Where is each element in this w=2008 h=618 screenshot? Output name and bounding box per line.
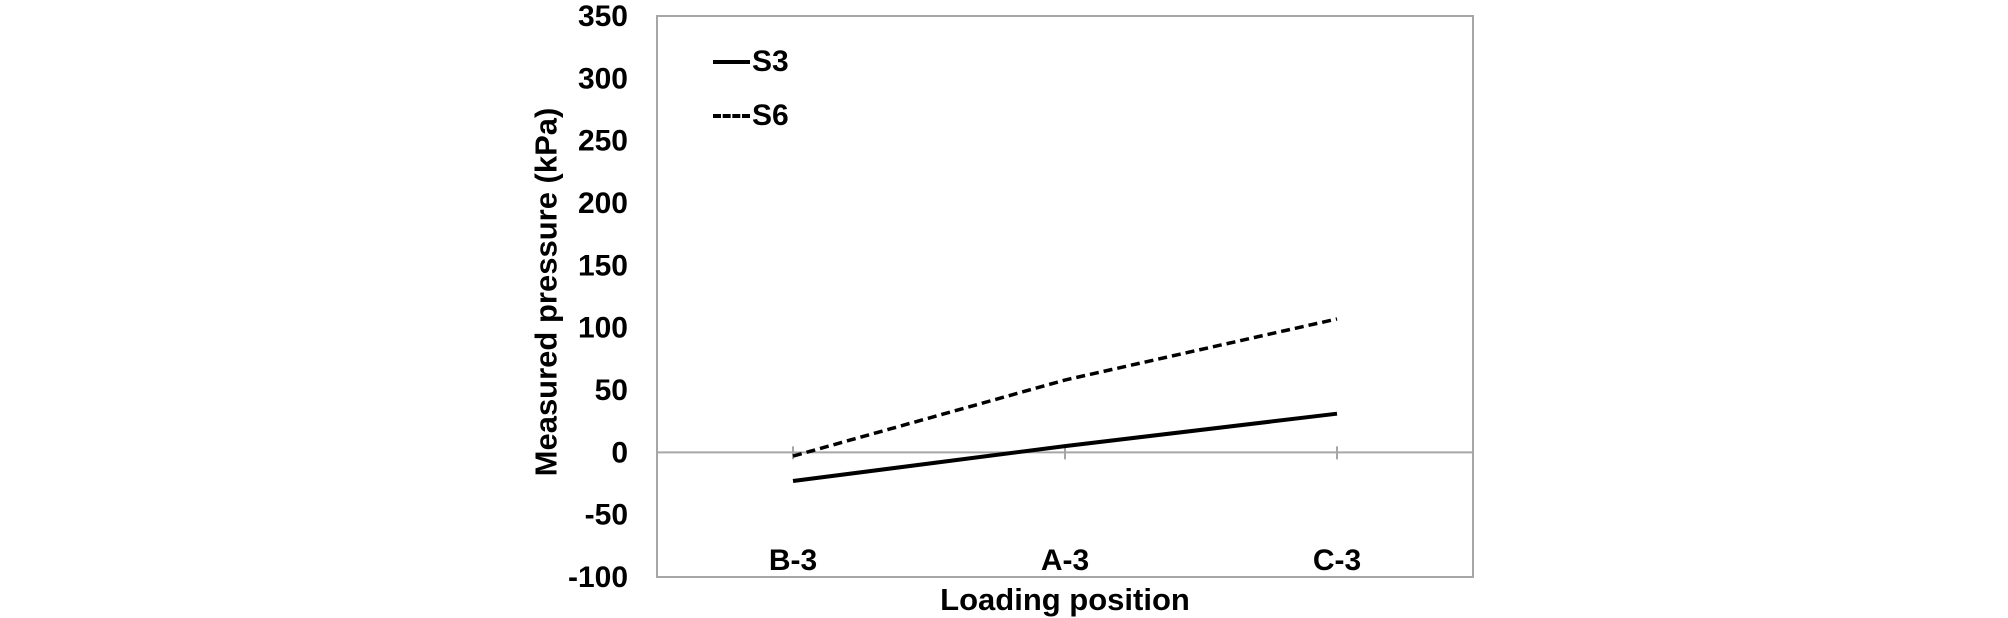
legend-label-s3: S3 <box>752 45 789 78</box>
plot-border <box>656 15 1474 578</box>
series-s6-line <box>792 317 1338 458</box>
y-tick-label: 0 <box>611 436 628 469</box>
legend-item-s3: S3 <box>713 47 789 77</box>
legend-label-s6: S6 <box>752 99 789 132</box>
y-tick-label: 200 <box>578 187 628 220</box>
x-category-label: C-3 <box>1313 544 1361 577</box>
y-tick-label: 100 <box>578 312 628 345</box>
y-axis-title: Measured pressure (kPa) <box>528 107 564 477</box>
s6-dashed-line-sample-icon <box>713 114 750 118</box>
y-tick-label: 150 <box>578 249 628 282</box>
s3-solid-line-sample-icon <box>713 60 750 64</box>
y-tick-label: -50 <box>585 499 628 532</box>
y-tick-label: -100 <box>568 561 628 594</box>
series-s3-line <box>792 411 1338 483</box>
x-axis-title: Loading position <box>940 582 1190 617</box>
legend-item-s6: S6 <box>713 101 789 131</box>
x-category-label: B-3 <box>769 544 817 577</box>
y-tick-label: 350 <box>578 0 628 33</box>
x-category-label: A-3 <box>1041 544 1089 577</box>
y-tick-label: 300 <box>578 62 628 95</box>
y-tick-label: 250 <box>578 125 628 158</box>
y-tick-label: 50 <box>595 374 628 407</box>
legend: S3 S6 <box>713 47 789 131</box>
